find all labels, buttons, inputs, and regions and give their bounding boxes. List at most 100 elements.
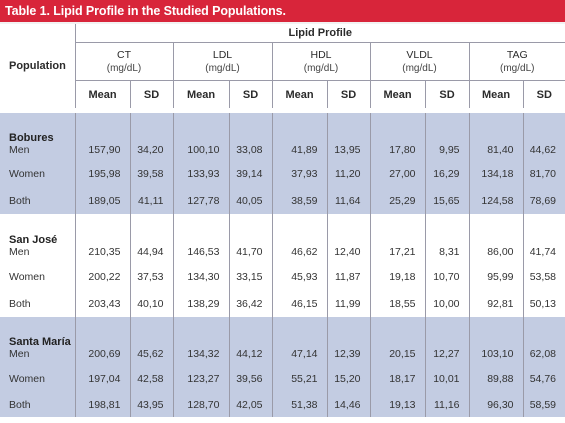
- mean-header: Mean: [370, 80, 426, 108]
- table-row: Bobures Men 157,90 34,20 100,10 33,08 41,89 13,…: [0, 113, 565, 161]
- sd-value-cell: 10,70: [425, 263, 470, 290]
- sd-value-cell: 78,69: [523, 187, 565, 214]
- table-row: Women 195,98 39,58 133,93 39,14 37,93 11,20 27,…: [0, 161, 565, 187]
- sd-value-cell: 44,12: [229, 317, 273, 365]
- subgroup-label: Both: [9, 194, 31, 207]
- sd-value-cell: 16,29: [425, 161, 470, 187]
- sd-value-cell: 15,65: [425, 187, 470, 214]
- subgroup-label: Men: [9, 246, 30, 258]
- mean-value-cell: 92,81: [469, 290, 524, 317]
- param-header-ldl: LDL (mg/dL): [173, 42, 273, 81]
- table-row: San José Men 210,35 44,94 146,53 41,70 46,62 12…: [0, 214, 565, 263]
- mean-value-cell: 210,35: [75, 214, 131, 263]
- mean-value-cell: 20,15: [370, 317, 426, 365]
- mean-value-cell: 134,32: [173, 317, 230, 365]
- mean-value-cell: 51,38: [272, 392, 328, 417]
- mean-value-cell: 200,22: [75, 263, 131, 290]
- mean-value-cell: 45,93: [272, 263, 328, 290]
- mean-value-cell: 95,99: [469, 263, 524, 290]
- sd-value-cell: 34,20: [130, 113, 174, 161]
- mean-value-cell: 103,10: [469, 317, 524, 365]
- param-header-ct: CT (mg/dL): [75, 42, 174, 81]
- sd-value-cell: 62,08: [523, 317, 565, 365]
- mean-value-cell: 37,93: [272, 161, 328, 187]
- row-label-cell: Both: [0, 290, 76, 317]
- mean-value-cell: 197,04: [75, 365, 131, 392]
- row-label-cell: Women: [0, 365, 76, 392]
- header-row-stats: Mean SD Mean SD Mean SD Mean SD Mean SD: [0, 80, 565, 108]
- mean-value-cell: 38,59: [272, 187, 328, 214]
- sd-value-cell: 40,10: [130, 290, 174, 317]
- sd-value-cell: 12,40: [327, 214, 371, 263]
- sd-header: SD: [327, 80, 371, 108]
- subgroup-label: Men: [9, 144, 30, 156]
- mean-value-cell: 133,93: [173, 161, 230, 187]
- mean-value-cell: 46,62: [272, 214, 328, 263]
- mean-value-cell: 157,90: [75, 113, 131, 161]
- mean-value-cell: 19,18: [370, 263, 426, 290]
- header-row-params: CT (mg/dL) LDL (mg/dL) HDL (mg/dL) VLDL (mg/…: [0, 42, 565, 81]
- sd-value-cell: 39,56: [229, 365, 273, 392]
- param-header-hdl: HDL (mg/dL): [272, 42, 371, 81]
- mean-value-cell: 195,98: [75, 161, 131, 187]
- population-name: San José: [9, 234, 58, 246]
- sd-value-cell: 12,39: [327, 317, 371, 365]
- param-header-vldl: VLDL (mg/dL): [370, 42, 470, 81]
- mean-value-cell: 17,80: [370, 113, 426, 161]
- sd-value-cell: 42,58: [130, 365, 174, 392]
- sd-value-cell: 40,05: [229, 187, 273, 214]
- mean-value-cell: 25,29: [370, 187, 426, 214]
- mean-value-cell: 198,81: [75, 392, 131, 417]
- header-row-group: Population Lipid Profile: [0, 24, 565, 108]
- row-label-cell: Women: [0, 263, 76, 290]
- mean-header: Mean: [469, 80, 524, 108]
- row-label-cell: Women: [0, 161, 76, 187]
- sd-value-cell: 53,58: [523, 263, 565, 290]
- sd-value-cell: 42,05: [229, 392, 273, 417]
- sd-value-cell: 12,27: [425, 317, 470, 365]
- sd-value-cell: 44,62: [523, 113, 565, 161]
- sd-header: SD: [523, 80, 565, 108]
- row-label-cell: San José Men: [0, 214, 76, 263]
- row-label-cell: Both: [0, 187, 76, 214]
- mean-value-cell: 189,05: [75, 187, 131, 214]
- mean-value-cell: 55,21: [272, 365, 328, 392]
- sd-value-cell: 36,42: [229, 290, 273, 317]
- mean-value-cell: 128,70: [173, 392, 230, 417]
- sd-value-cell: 9,95: [425, 113, 470, 161]
- mean-value-cell: 19,13: [370, 392, 426, 417]
- table-title-bar: Table 1. Lipid Profile in the Studied Po…: [0, 0, 565, 24]
- sd-value-cell: 10,00: [425, 290, 470, 317]
- subgroup-label: Women: [9, 270, 45, 283]
- table-title: Table 1. Lipid Profile in the Studied Po…: [5, 4, 286, 18]
- sd-value-cell: 10,01: [425, 365, 470, 392]
- lipid-profile-table: Population Lipid Profile CT (mg/dL) LDL (m…: [0, 24, 565, 417]
- sd-value-cell: 11,16: [425, 392, 470, 417]
- table-row: Women 197,04 42,58 123,27 39,56 55,21 15,20 18,…: [0, 365, 565, 392]
- sd-value-cell: 11,64: [327, 187, 371, 214]
- mean-value-cell: 138,29: [173, 290, 230, 317]
- sd-value-cell: 41,11: [130, 187, 174, 214]
- table-row: Women 200,22 37,53 134,30 33,15 45,93 11,87 19,…: [0, 263, 565, 290]
- subgroup-label: Men: [9, 348, 30, 360]
- header-separator: [0, 108, 565, 113]
- table-row: Both 203,43 40,10 138,29 36,42 46,15 11,99 18,5…: [0, 290, 565, 317]
- mean-value-cell: 81,40: [469, 113, 524, 161]
- row-label-cell: Bobures Men: [0, 113, 76, 161]
- sd-value-cell: 54,76: [523, 365, 565, 392]
- sd-value-cell: 13,95: [327, 113, 371, 161]
- sd-value-cell: 41,74: [523, 214, 565, 263]
- subgroup-label: Women: [9, 168, 45, 180]
- mean-value-cell: 134,30: [173, 263, 230, 290]
- mean-value-cell: 47,14: [272, 317, 328, 365]
- subgroup-label: Women: [9, 372, 45, 385]
- param-header-tag: TAG (mg/dL): [469, 42, 565, 81]
- mean-value-cell: 127,78: [173, 187, 230, 214]
- mean-value-cell: 203,43: [75, 290, 131, 317]
- mean-value-cell: 17,21: [370, 214, 426, 263]
- sd-value-cell: 11,99: [327, 290, 371, 317]
- sd-value-cell: 37,53: [130, 263, 174, 290]
- sd-value-cell: 11,20: [327, 161, 371, 187]
- sd-value-cell: 11,87: [327, 263, 371, 290]
- mean-value-cell: 134,18: [469, 161, 524, 187]
